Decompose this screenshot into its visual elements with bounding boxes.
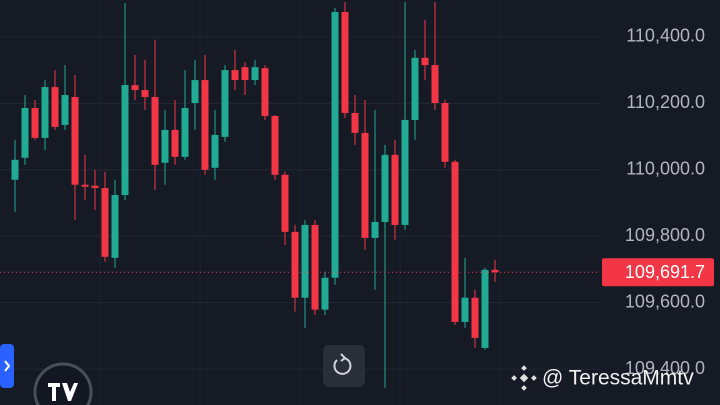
reset-icon [333,357,352,375]
candle-body [231,70,239,81]
candle-body [61,95,69,125]
candle-body [351,112,359,133]
candle-body [421,57,429,66]
candle-body [111,195,119,258]
candle-body [251,67,259,81]
candles [11,1,499,388]
candle-body [361,132,369,238]
candle-body [431,65,439,103]
candle-body [311,224,319,310]
side-tab[interactable] [0,344,14,388]
candle-body [321,277,329,310]
overlay: 109,400.0 109,600.0 109,800.0 110,000.0 110,… [0,26,714,378]
candle-body [261,68,269,116]
candle-body [121,85,129,196]
y-tick-label: 110,000.0 [626,159,705,179]
y-tick-label: 109,800.0 [625,225,705,245]
candle-body [31,107,39,138]
candle-body [331,11,339,278]
watermark: @ TeressaMmtv [542,367,694,390]
candle-body [371,221,379,238]
candle-body [391,154,399,225]
candle-body [181,107,189,157]
candle-body [481,269,489,348]
candle-body [41,87,49,138]
candle-body [101,188,109,257]
candle-body [441,102,449,162]
candle-body [301,224,309,298]
last-price-label: 109,691.7 [625,262,705,282]
candle-body [211,134,219,168]
candle-body [11,159,19,180]
logo-mark [48,383,78,401]
candle-body [241,67,249,81]
candle-body [451,161,459,322]
candle-body [281,174,289,232]
candle-body [21,107,29,158]
candle-body [411,57,419,120]
candle-body [401,119,409,225]
candle-body [341,11,349,113]
y-tick-label: 110,400.0 [626,26,705,46]
y-tick-label: 110,200.0 [626,92,705,112]
candle-body [161,129,169,163]
candle-body [291,231,299,298]
candle-body [191,80,199,103]
candle-body [81,184,89,187]
candle-body [461,297,469,322]
candle-body [491,269,499,273]
reset-icon-arrow [340,353,347,362]
candle-body [171,129,179,157]
candle-body [131,85,139,91]
candle-body [141,90,149,98]
y-tick-label: 109,600.0 [625,291,705,311]
candle-body [91,185,99,189]
candle-body [71,97,79,185]
candle-body [51,87,59,127]
candle-body [471,297,479,338]
candle-body [151,97,159,165]
candle-body [201,80,209,170]
last-price-box [602,258,714,287]
candle-body [271,115,279,175]
grid [0,0,600,405]
reset-button[interactable] [323,345,365,387]
side-tab-icon [4,360,11,372]
candle-body [381,154,389,222]
y-tick-label: 109,400.0 [625,358,705,378]
candle-body [221,70,229,137]
